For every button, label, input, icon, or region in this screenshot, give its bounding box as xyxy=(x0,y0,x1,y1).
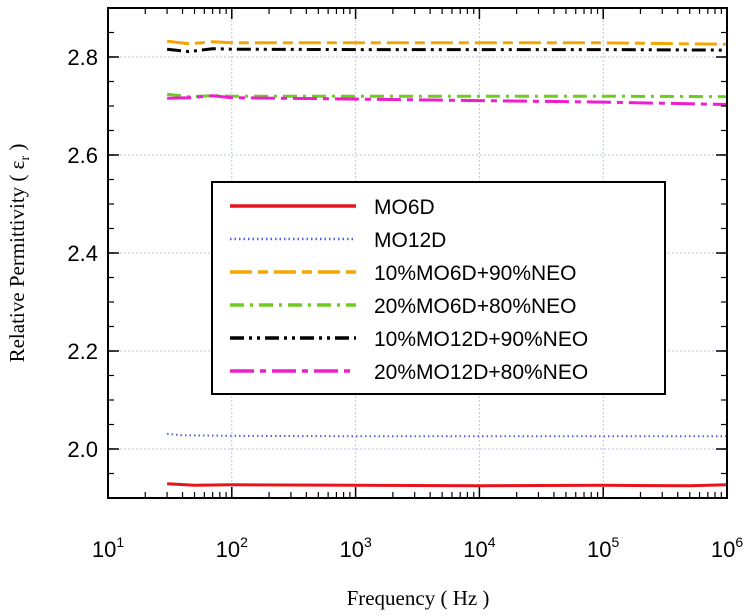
y-axis-label-end: ) xyxy=(5,144,29,156)
x-tick-label: 101 xyxy=(92,534,124,562)
legend-label: MO12D xyxy=(374,229,446,252)
x-tick-label: 102 xyxy=(216,534,248,562)
series-line xyxy=(167,94,728,106)
y-tick-label: 2.8 xyxy=(67,45,98,70)
y-tick-label: 2.4 xyxy=(67,241,98,266)
series-line xyxy=(166,47,728,54)
series-line xyxy=(167,432,727,438)
x-tick-label: 103 xyxy=(339,534,371,562)
x-tick-label: 106 xyxy=(711,534,743,562)
series-lines xyxy=(166,39,728,488)
series-line xyxy=(167,482,728,488)
x-tick-label-base: 10 xyxy=(216,537,240,562)
x-tick-label-exponent: 1 xyxy=(116,534,124,550)
series-line xyxy=(166,39,728,46)
x-tick-label-base: 10 xyxy=(587,537,611,562)
x-tick-label: 105 xyxy=(587,534,619,562)
legend-label: 20%MO6D+80%NEO xyxy=(374,295,577,318)
legend-label: 20%MO12D+80%NEO xyxy=(374,361,588,384)
x-tick-label: 104 xyxy=(463,534,495,562)
y-axis-label-subscript: r xyxy=(18,156,33,161)
legend-label: MO6D xyxy=(374,196,435,219)
axis-ticks xyxy=(107,7,728,499)
legend-box xyxy=(211,181,666,395)
legend: MO6D MO12D 10%MO6D+90%NEO 20%MO6D+80%NEO 10%… xyxy=(211,181,666,395)
legend-label: 10%MO12D+90%NEO xyxy=(374,328,588,351)
x-tick-label-base: 10 xyxy=(463,537,487,562)
x-tick-label-base: 10 xyxy=(92,537,116,562)
series-line xyxy=(166,92,728,99)
x-tick-label-exponent: 2 xyxy=(240,534,248,550)
y-tick-label: 2.2 xyxy=(67,339,98,364)
x-tick-label-base: 10 xyxy=(711,537,735,562)
x-tick-label-exponent: 6 xyxy=(735,534,743,550)
x-tick-label-base: 10 xyxy=(339,537,363,562)
x-tick-label-exponent: 4 xyxy=(488,534,496,550)
y-tick-label: 2.0 xyxy=(67,437,98,462)
y-axis-label: Relative Permittivity ( εr ) xyxy=(5,144,33,363)
y-tick-label: 2.6 xyxy=(67,143,98,168)
legend-label: 10%MO6D+90%NEO xyxy=(374,262,577,285)
y-axis-label-main: Relative Permittivity ( ε xyxy=(5,160,29,362)
x-tick-label-exponent: 3 xyxy=(364,534,372,550)
x-axis-label: Frequency ( Hz ) xyxy=(347,586,490,610)
x-tick-label-exponent: 5 xyxy=(612,534,620,550)
